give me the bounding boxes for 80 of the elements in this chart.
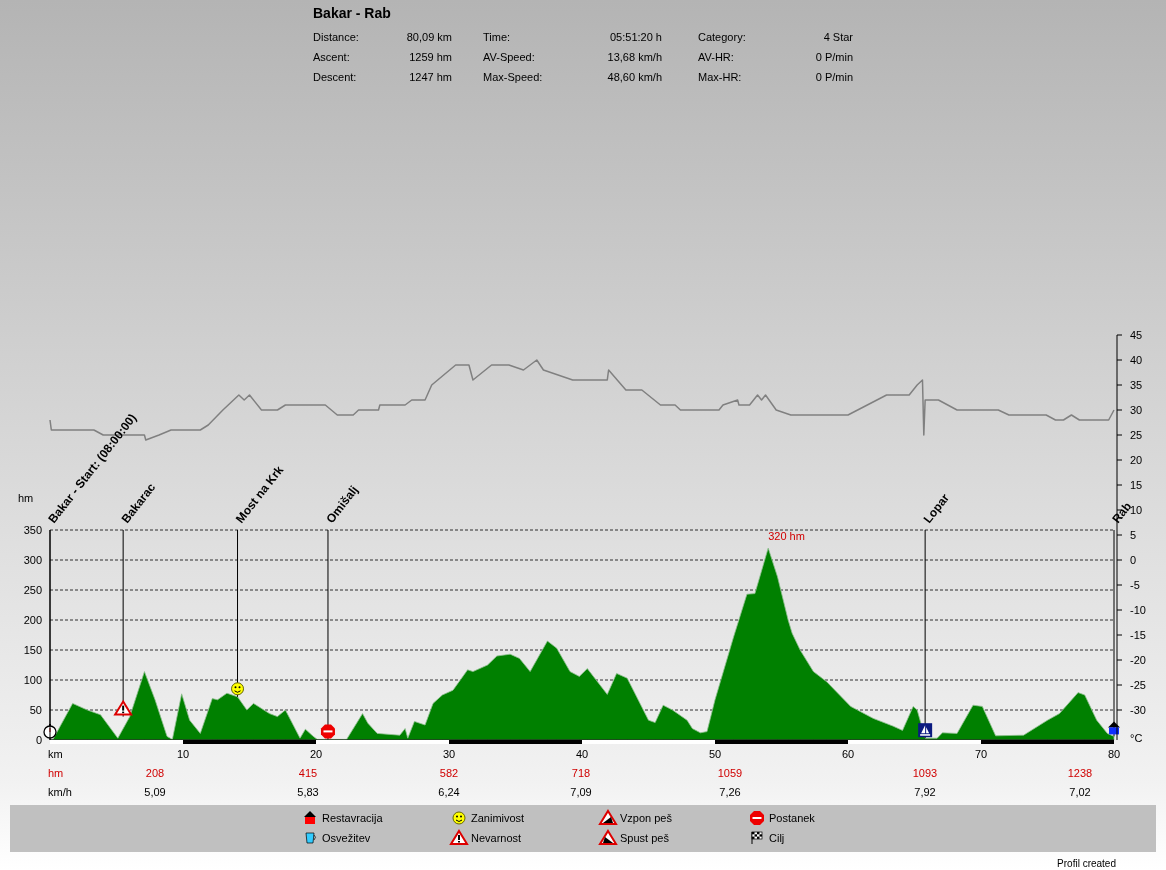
text: Time: <box>483 31 511 43</box>
text: 7,09 <box>570 786 592 798</box>
y-tick-label: 350 <box>23 524 42 536</box>
y2-tick-label: 25 <box>1130 429 1143 441</box>
text: 0 P/min <box>815 71 853 83</box>
y2-tick-label: 35 <box>1130 379 1143 391</box>
text: 5,09 <box>144 786 166 798</box>
text: 5,83 <box>297 786 319 798</box>
x-tick-label: 20 <box>309 748 323 760</box>
text: Restavracija <box>322 812 384 824</box>
text: Category: <box>698 31 746 43</box>
text: 0 P/min <box>815 51 853 63</box>
text: 7,26 <box>719 786 741 798</box>
x-tick-label: 40 <box>575 748 589 760</box>
text: 582 <box>439 767 459 779</box>
x-tick-label: 80 <box>1107 748 1121 760</box>
y-axis-title: hm <box>18 492 34 504</box>
x-tick-label: 60 <box>841 748 855 760</box>
y2-tick-label: -25 <box>1130 679 1146 691</box>
y-tick-label: 50 <box>29 704 42 716</box>
x-tick-label: 10 <box>176 748 190 760</box>
y2-tick-label: 45 <box>1130 329 1143 341</box>
text: Zanimivost <box>471 812 525 824</box>
text: Profil created <box>1057 858 1116 869</box>
text: hm <box>48 767 64 779</box>
text: km/h <box>48 786 72 798</box>
y2-tick-label: -5 <box>1130 579 1140 591</box>
y2-tick-label: 40 <box>1130 354 1143 366</box>
annotation: 320 hm <box>768 530 805 542</box>
text: 48,60 km/h <box>607 71 662 83</box>
text: Postanek <box>769 812 816 824</box>
y2-tick-label: 15 <box>1130 479 1143 491</box>
text: Max-Speed: <box>483 71 543 83</box>
y2-tick-label: 30 <box>1130 404 1143 416</box>
text: Nevarnost <box>471 832 522 844</box>
text: 1059 <box>717 767 743 779</box>
y2-tick-label: -20 <box>1130 654 1146 666</box>
text: 05:51:20 h <box>610 31 662 43</box>
text: AV-Speed: <box>483 51 535 63</box>
y2-tick-label: -10 <box>1130 604 1146 616</box>
y2-tick-label: 0 <box>1130 554 1137 566</box>
text: Cilj <box>769 832 785 844</box>
text: 1238 <box>1067 767 1093 779</box>
text: 415 <box>298 767 318 779</box>
text: Vzpon peš <box>620 812 673 824</box>
y2-tick-label: 10 <box>1130 504 1143 516</box>
y2-tick-label: 20 <box>1130 454 1143 466</box>
text: 1247 hm <box>409 71 452 83</box>
text: 208 <box>145 767 165 779</box>
text: Max-HR: <box>698 71 742 83</box>
text: 6,24 <box>438 786 460 798</box>
text: 7,02 <box>1069 786 1091 798</box>
y-tick-label: 100 <box>23 674 42 686</box>
y-tick-label: 300 <box>23 554 42 566</box>
text: 1259 hm <box>409 51 452 63</box>
y2-tick-label: -30 <box>1130 704 1146 716</box>
text: Distance: <box>313 31 359 43</box>
y2-tick-label: 5 <box>1130 529 1137 541</box>
y-tick-label: 150 <box>23 644 42 656</box>
text: 13,68 km/h <box>607 51 662 63</box>
y-tick-label: 0 <box>35 734 42 746</box>
x-tick-label: 30 <box>442 748 456 760</box>
text: 7,92 <box>914 786 936 798</box>
text: 718 <box>571 767 591 779</box>
text: 80,09 km <box>406 31 452 43</box>
chart-title: Bakar - Rab <box>313 5 391 21</box>
text: Spust peš <box>620 832 670 844</box>
x-axis-title: km <box>48 748 63 760</box>
y-tick-label: 250 <box>23 584 42 596</box>
text: Descent: <box>313 71 357 83</box>
x-tick-label: 50 <box>708 748 722 760</box>
y2-tick-label: -15 <box>1130 629 1146 641</box>
y2-axis-title: °C <box>1130 732 1143 744</box>
text: AV-HR: <box>698 51 734 63</box>
text: 1093 <box>912 767 938 779</box>
text: Osvežitev <box>322 832 371 844</box>
text: Ascent: <box>313 51 350 63</box>
text: 4 Star <box>823 31 854 43</box>
x-tick-label: 70 <box>974 748 988 760</box>
y-tick-label: 200 <box>23 614 42 626</box>
